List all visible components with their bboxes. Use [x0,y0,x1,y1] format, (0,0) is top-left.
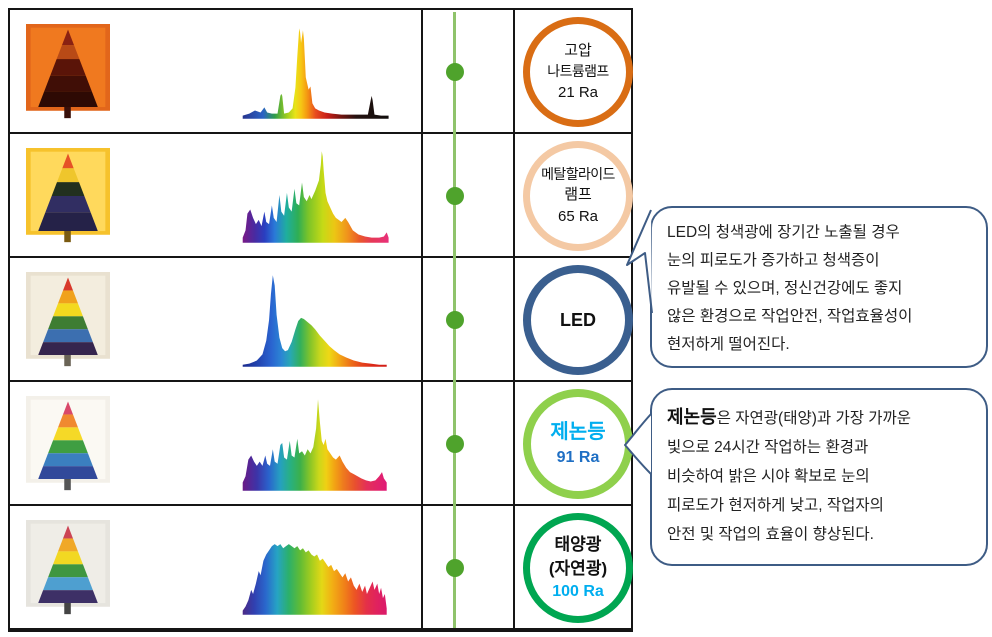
spectrum-graph-sodium [242,28,389,119]
badge-line: 나트륨램프 [547,63,609,80]
callout-text-line: LED의 청색광에 장기간 노출될 경우 [667,224,900,241]
callout-text-line: 비슷하여 밝은 시야 확보로 눈의 [667,468,870,485]
callout-tail-xenon [624,413,652,475]
badge-line: 태양광 [554,534,602,554]
cone-photo-metal-halide [26,148,110,243]
lamp-comparison-table: 고압 나트륨램프 21 Ra [8,8,633,632]
timeline-dot-xenon [446,435,464,453]
callout-text-line: 현저하게 떨어진다. [667,336,790,353]
timeline-dot-metal-halide [446,187,464,205]
badge-line: (자연광) [548,559,608,578]
cone-photo-sodium-lamp [26,24,110,119]
spectrum-graph-led [242,275,387,367]
callout-xenon-benefit: 제논등은 자연광(태양)과 가장 가까운 빛으로 24시간 작업하는 환경과 비… [650,388,988,566]
spectrum-graph-sunlight [242,544,387,615]
callout-text-line: 눈의 피로도가 증가하고 청색증이 [667,252,880,269]
badge-sodium-lamp: 고압 나트륨램프 21 Ra [523,17,633,127]
row-metal-halide: 메탈할라이드 램프 65 Ra [10,134,633,258]
badge-ra-value: 91 Ra [556,449,600,466]
callout-tail-led [626,209,653,314]
badge-ra-value: 21 Ra [557,83,599,101]
row-sunlight: 태양광 (자연광) 100 Ra [10,506,633,630]
timeline-dot-led [446,311,464,329]
table-divider-line [421,10,423,630]
badge-metal-halide: 메탈할라이드 램프 65 Ra [523,141,633,251]
timeline-dot-sunlight [446,559,464,577]
spectrum-graph-metal-halide [242,151,389,243]
callout-text-line: 않은 환경으로 작업안전, 작업효율성이 [667,308,913,325]
badge-line: 제논등 [550,421,606,443]
callout-text-line: 빛으로 24시간 작업하는 환경과 [667,439,869,456]
row-xenon: 제논등 91 Ra [10,382,633,506]
cone-photo-sunlight [26,520,110,615]
callout-text-line: 제논등은 자연광(태양)과 가장 가까운 [667,403,974,433]
callout-text-rest: 은 자연광(태양)과 가장 가까운 [716,410,912,427]
badge-sunlight: 태양광 (자연광) 100 Ra [523,513,633,623]
row-led: LED [10,258,633,382]
badge-line: 메탈할라이드 [541,165,615,182]
callout-lead-word: 제논등 [667,407,717,427]
badge-line: LED [560,309,596,330]
badge-ra-value: 100 Ra [552,583,604,601]
badge-led: LED [523,265,633,375]
badge-ra-value: 65 Ra [557,207,599,225]
spectrum-graph-xenon [242,399,387,491]
timeline-dot-sodium [446,63,464,81]
cone-photo-led [26,272,110,367]
badge-xenon: 제논등 91 Ra [523,389,633,499]
callout-text-line: 안전 및 작업의 효율이 향상된다. [667,526,874,543]
row-high-pressure-sodium: 고압 나트륨램프 21 Ra [10,10,633,134]
cone-photo-xenon [26,396,110,491]
badge-line: 고압 [564,41,592,59]
callout-text-line: 피로도가 현저하게 낮고, 작업자의 [667,497,884,514]
badge-line: 램프 [564,186,592,203]
callout-led-warning: LED의 청색광에 장기간 노출될 경우 눈의 피로도가 증가하고 청색증이 유… [650,206,988,368]
table-divider-line [513,10,515,630]
callout-text-line: 유발될 수 있으며, 정신건강에도 좋지 [667,280,903,297]
